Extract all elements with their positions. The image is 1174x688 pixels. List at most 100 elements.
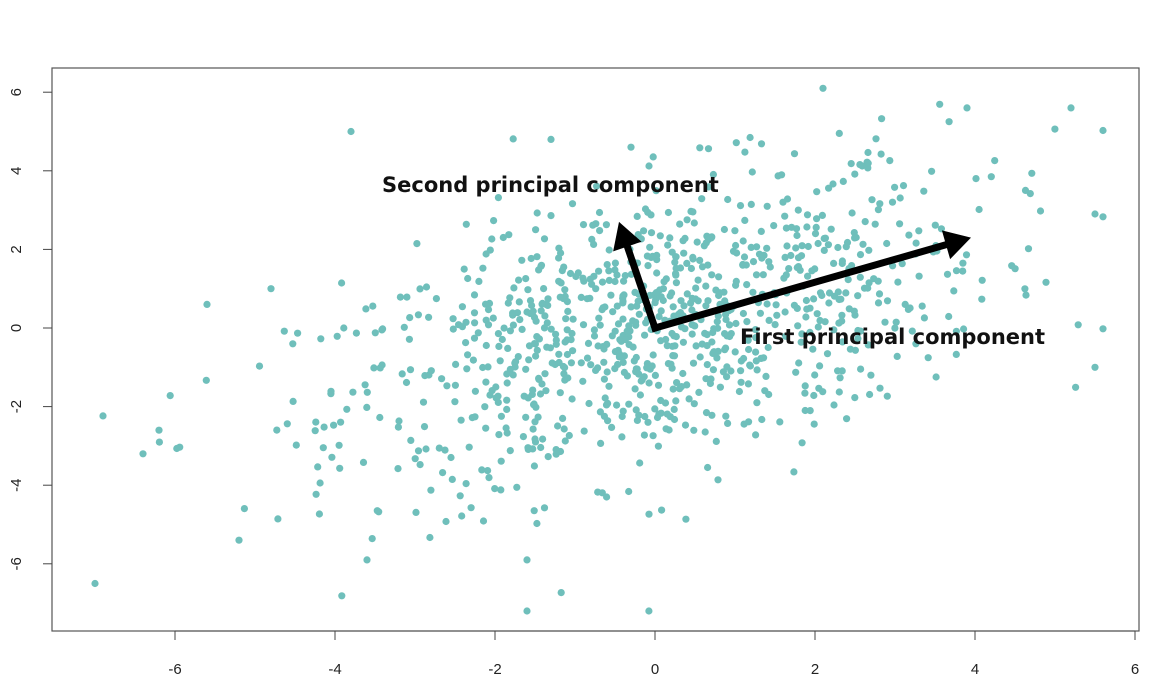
scatter-point	[736, 202, 745, 210]
scatter-point	[893, 352, 901, 360]
scatter-point	[654, 442, 663, 450]
scatter-point	[452, 360, 460, 368]
scatter-point	[173, 444, 181, 453]
x-tick-label: 0	[651, 661, 659, 678]
scatter-point	[813, 215, 821, 223]
scatter-point	[688, 330, 696, 338]
scatter-point	[765, 316, 773, 324]
scatter-point	[494, 330, 502, 338]
scatter-point	[625, 400, 633, 408]
scatter-point	[427, 486, 435, 494]
scatter-point	[528, 301, 536, 310]
scatter-point	[1051, 125, 1059, 133]
scatter-point	[523, 556, 531, 564]
scatter-point	[641, 412, 649, 421]
scatter-point	[547, 212, 555, 220]
scatter-point	[924, 354, 932, 362]
y-tick-label: -2	[8, 400, 25, 413]
scatter-point	[679, 369, 687, 378]
scatter-point	[952, 327, 961, 335]
scatter-point	[544, 453, 552, 461]
scatter-point	[462, 318, 470, 326]
scatter-point	[333, 332, 341, 340]
scatter-point	[349, 388, 357, 396]
scatter-point	[574, 269, 582, 277]
scatter-point	[497, 457, 505, 465]
scatter-point	[632, 353, 640, 362]
scatter-point	[959, 267, 967, 275]
scatter-point	[740, 253, 749, 261]
scatter-point	[635, 310, 643, 318]
scatter-point	[1028, 169, 1036, 177]
scatter-point	[731, 348, 739, 356]
scatter-point	[802, 296, 811, 305]
scatter-point	[838, 338, 847, 346]
scatter-point	[766, 263, 774, 271]
scatter-point	[850, 307, 858, 315]
scatter-point	[898, 260, 906, 268]
scatter-point	[613, 302, 621, 310]
scatter-point	[776, 418, 784, 426]
scatter-point	[702, 375, 710, 383]
scatter-point	[327, 387, 335, 395]
scatter-point	[759, 271, 767, 279]
scatter-point	[875, 290, 884, 298]
scatter-point	[627, 143, 635, 151]
scatter-point	[363, 556, 371, 564]
scatter-point	[635, 370, 643, 378]
scatter-point	[376, 413, 384, 422]
scatter-point	[698, 195, 706, 203]
scatter-point	[656, 232, 664, 240]
scatter-point	[403, 293, 411, 301]
scatter-point	[959, 259, 967, 267]
scatter-point	[577, 359, 585, 367]
scatter-point	[787, 251, 795, 260]
scatter-point	[506, 327, 514, 335]
scatter-point	[540, 235, 549, 243]
scatter-point	[294, 329, 302, 337]
scatter-point	[748, 168, 756, 176]
scatter-point	[801, 382, 809, 390]
scatter-point	[289, 340, 297, 348]
scatter-point	[448, 475, 456, 483]
scatter-point	[677, 297, 685, 305]
scatter-point	[896, 220, 904, 228]
scatter-point	[823, 350, 832, 358]
scatter-point	[936, 100, 944, 108]
scatter-point	[435, 444, 443, 452]
scatter-point	[405, 335, 413, 343]
scatter-point	[1099, 126, 1107, 135]
scatter-point	[312, 490, 320, 498]
scatter-point	[645, 162, 653, 170]
scatter-point	[594, 342, 602, 350]
scatter-point	[856, 251, 865, 259]
scatter-point	[546, 344, 555, 352]
scatter-point	[952, 267, 961, 275]
scatter-point	[851, 394, 859, 402]
scatter-point	[515, 298, 523, 306]
scatter-point	[874, 206, 883, 214]
scatter-point	[412, 508, 420, 516]
second-pc-arrow-shaft	[622, 242, 660, 333]
scatter-point	[709, 349, 717, 357]
scatter-point	[857, 365, 865, 373]
scatter-point	[654, 381, 663, 389]
scatter-point	[564, 307, 572, 315]
scatter-point	[715, 273, 723, 281]
scatter-point	[1036, 207, 1045, 215]
scatter-point	[819, 84, 827, 92]
scatter-point	[894, 278, 902, 286]
y-tick-label: 6	[8, 88, 25, 96]
scatter-point	[867, 371, 875, 379]
scatter-point	[810, 420, 818, 428]
scatter-point	[563, 350, 572, 359]
scatter-point	[583, 354, 592, 362]
scatter-point	[670, 405, 678, 413]
scatter-point	[744, 336, 752, 344]
scatter-point	[932, 373, 940, 381]
scatter-point	[896, 194, 904, 202]
scatter-point	[829, 180, 837, 188]
scatter-point	[530, 340, 539, 348]
scatter-point	[531, 418, 539, 426]
scatter-point	[881, 318, 889, 326]
